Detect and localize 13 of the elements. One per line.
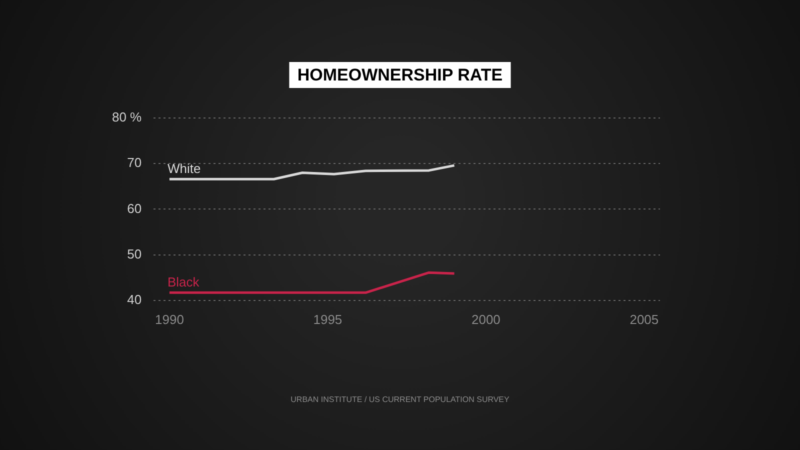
chart-title: HOMEOWNERSHIP RATE [297,66,503,85]
series-label: White [167,161,201,176]
y-tick-label: 60 [127,200,142,216]
y-tick-label: 80 % [112,110,142,125]
text: URBAN INSTITUTE / US CURRENT POPULATION SURVEY [290,395,510,404]
y-tick-label: 70 [127,155,142,170]
x-tick-label: 1995 [313,312,342,327]
x-tick-label: 1990 [154,312,184,327]
x-tick-label: 2005 [630,312,659,327]
y-tick-label: 50 [127,246,142,262]
y-tick-label: 40 [127,292,142,307]
series-label: Black [167,274,200,290]
x-tick-label: 2000 [471,312,500,327]
